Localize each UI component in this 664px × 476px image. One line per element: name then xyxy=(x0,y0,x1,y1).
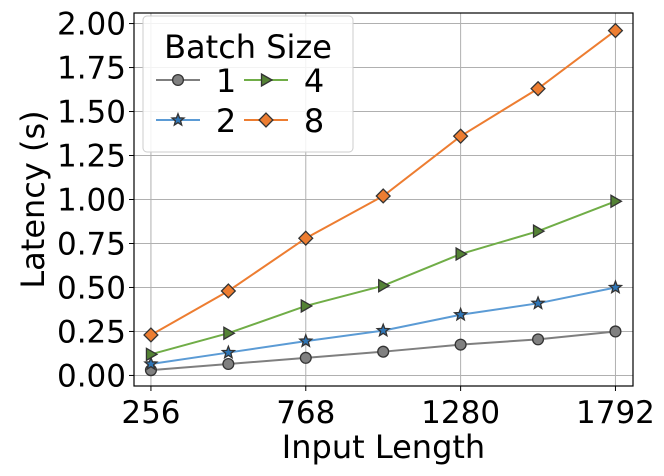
data-point-triangle xyxy=(378,278,391,293)
data-point-star xyxy=(607,279,624,295)
y-tick-label: 1.50 xyxy=(57,95,126,131)
x-axis-title: Input Length xyxy=(282,428,485,466)
data-point-circle xyxy=(171,73,185,87)
data-point-triangle xyxy=(455,246,468,262)
data-point-circle xyxy=(377,345,390,358)
legend-label: 2 xyxy=(216,102,236,140)
data-point-star xyxy=(170,111,186,127)
y-tick-label: 0.50 xyxy=(57,270,126,306)
data-point-triangle xyxy=(223,326,236,341)
legend: Batch Size 12 48 xyxy=(142,15,354,153)
data-point-diamond xyxy=(452,128,469,144)
data-point-star xyxy=(530,295,546,310)
legend-items: 12 48 xyxy=(156,62,324,140)
series-8 xyxy=(143,22,624,343)
data-point-star xyxy=(298,333,314,348)
y-tick-label: 2.00 xyxy=(57,7,126,43)
data-point-diamond xyxy=(297,230,314,247)
data-point-triangle xyxy=(610,194,623,209)
x-tick-label: 1280 xyxy=(421,395,500,431)
legend-item-4: 4 xyxy=(244,62,324,100)
data-point-triangle xyxy=(260,72,274,88)
series-1 xyxy=(144,325,622,377)
legend-item-8: 8 xyxy=(244,102,324,140)
data-point-triangle xyxy=(532,224,546,239)
data-point-star xyxy=(452,306,469,322)
data-point-triangle xyxy=(300,298,314,314)
y-axis-title: Latency (s) xyxy=(14,110,52,288)
legend-label: 4 xyxy=(304,62,324,100)
data-point-diamond xyxy=(258,112,274,128)
legend-title: Batch Size xyxy=(164,28,332,66)
y-tick-label: 1.25 xyxy=(57,139,126,175)
x-tick-label: 1792 xyxy=(576,395,655,431)
x-tick-label: 256 xyxy=(121,395,180,431)
data-point-circle xyxy=(299,351,312,364)
series-4 xyxy=(145,194,623,362)
x-axis-ticks: 256 768 1280 1792 xyxy=(121,386,655,431)
data-point-star xyxy=(143,355,159,371)
y-tick-label: 1.00 xyxy=(57,183,126,219)
data-point-diamond xyxy=(143,327,159,343)
data-point-circle xyxy=(222,357,235,371)
data-point-circle xyxy=(531,333,545,346)
data-point-diamond xyxy=(375,188,392,204)
legend-item-2: 2 xyxy=(156,102,236,140)
data-point-diamond xyxy=(607,22,624,39)
series-2 xyxy=(143,279,624,371)
data-point-star xyxy=(220,344,237,360)
y-tick-label: 0.25 xyxy=(57,314,126,350)
data-point-diamond xyxy=(530,80,546,97)
y-tick-label: 0.75 xyxy=(57,226,126,262)
data-point-triangle xyxy=(145,347,159,362)
legend-box xyxy=(142,15,354,153)
series-layer xyxy=(143,22,624,377)
x-tick-label: 768 xyxy=(276,395,335,431)
legend-item-1: 1 xyxy=(156,62,236,100)
legend-label: 8 xyxy=(304,102,324,140)
y-tick-label: 0.00 xyxy=(57,358,126,394)
data-point-circle xyxy=(454,338,467,351)
legend-label: 1 xyxy=(216,62,236,100)
data-point-circle xyxy=(609,325,622,338)
y-tick-label: 1.75 xyxy=(57,51,126,87)
y-axis-ticks: 0.00 0.25 0.50 0.75 1.00 1.25 1.50 1.75 2.00 xyxy=(57,7,134,394)
data-point-star xyxy=(375,322,391,338)
data-point-diamond xyxy=(220,283,237,299)
